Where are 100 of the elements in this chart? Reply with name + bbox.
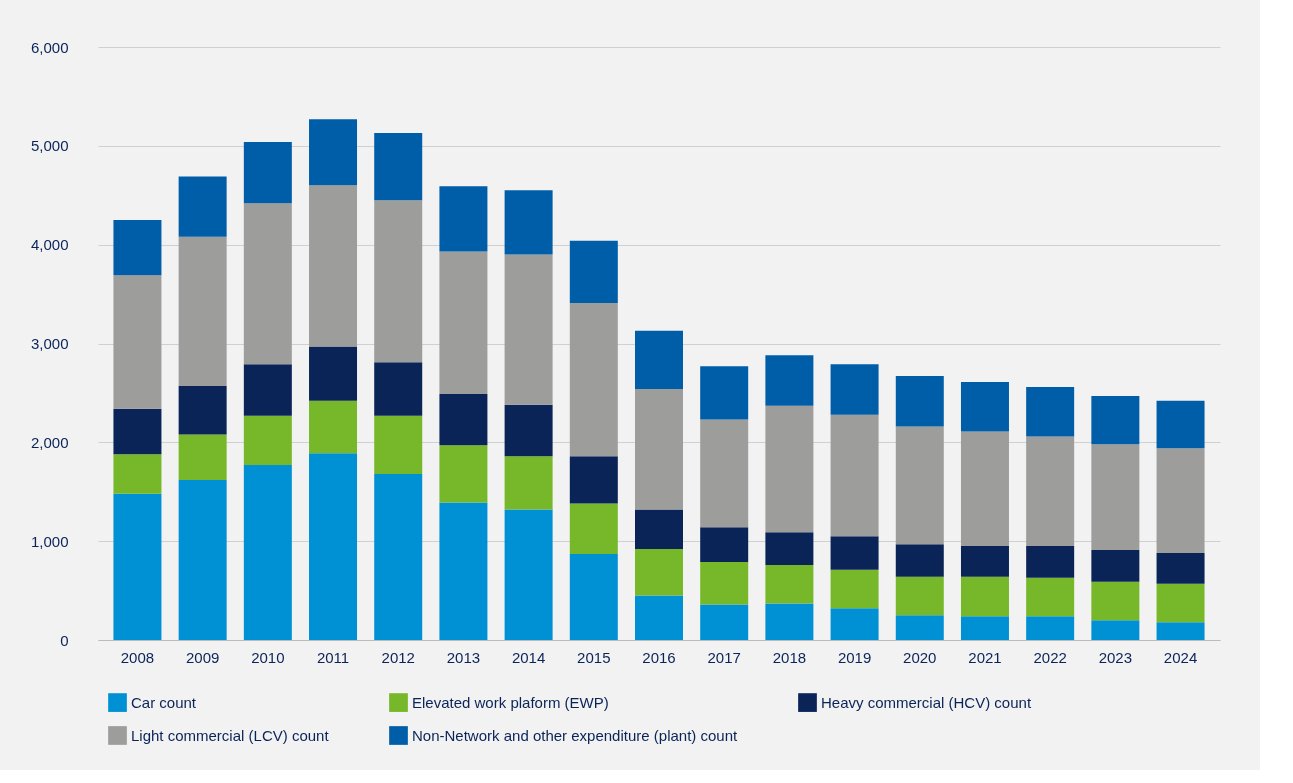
bar — [439, 251, 488, 394]
bar — [1026, 386, 1075, 437]
bar — [569, 456, 618, 504]
x-tick-label: 2012 — [381, 648, 415, 666]
bar — [830, 608, 879, 640]
bar — [1156, 583, 1205, 623]
bar — [439, 445, 488, 503]
bar — [830, 569, 879, 609]
bar — [113, 219, 162, 276]
bar — [765, 405, 814, 533]
x-tick-label: 2014 — [511, 648, 546, 666]
bar — [765, 532, 814, 565]
bar — [765, 603, 814, 640]
bar — [635, 330, 683, 389]
bar — [700, 561, 749, 605]
bar — [243, 364, 292, 416]
bar — [1091, 395, 1140, 445]
legend-label: Elevated work plaform (EWP) — [412, 693, 609, 711]
bar — [635, 595, 683, 640]
bar — [309, 119, 358, 186]
bar — [960, 616, 1009, 640]
bar — [113, 493, 162, 640]
bar — [1026, 546, 1075, 578]
bar — [309, 185, 358, 347]
legend-label: Heavy commercial (HCV) count — [821, 693, 1032, 711]
bar — [178, 479, 227, 640]
bar — [569, 302, 618, 457]
bar — [113, 408, 162, 455]
y-tick-label: 5,000 — [30, 137, 69, 155]
bar — [439, 393, 488, 446]
bar — [243, 465, 292, 640]
bar — [439, 502, 488, 640]
bar — [504, 190, 553, 255]
bar — [635, 388, 683, 510]
bar — [243, 415, 292, 466]
y-tick-label: 4,000 — [30, 236, 69, 254]
bar — [374, 473, 423, 640]
bar — [960, 546, 1009, 577]
legend-label: Car count — [131, 693, 197, 711]
x-tick-label: 2020 — [903, 648, 937, 666]
bar — [895, 544, 944, 577]
bar — [635, 549, 683, 596]
bar — [700, 527, 749, 562]
bar — [1156, 448, 1205, 554]
bar — [1091, 581, 1140, 621]
y-tick-label: 1,000 — [30, 532, 69, 550]
bar — [1091, 444, 1140, 551]
bar — [504, 456, 553, 510]
legend-label: Non-Network and other expenditure (plant) count — [412, 726, 739, 744]
bar — [765, 355, 814, 406]
bar — [895, 576, 944, 616]
bar — [1091, 550, 1140, 582]
x-tick-label: 2019 — [837, 648, 872, 666]
x-tick-label: 2018 — [772, 648, 807, 666]
bar — [569, 240, 618, 303]
bar — [1026, 436, 1075, 547]
bar — [700, 419, 749, 528]
bar — [830, 536, 879, 570]
x-tick-label: 2024 — [1163, 648, 1198, 666]
bar — [960, 576, 1009, 617]
bar — [309, 400, 358, 454]
bar — [178, 176, 227, 237]
bar — [309, 453, 358, 640]
x-tick-label: 2016 — [642, 648, 676, 666]
bar — [504, 404, 553, 457]
y-tick-label: 0 — [60, 631, 69, 649]
bar — [569, 503, 618, 555]
bar — [504, 254, 553, 405]
bar — [374, 132, 423, 201]
y-tick-label: 2,000 — [30, 433, 69, 451]
bar — [309, 346, 358, 401]
bar — [178, 236, 227, 386]
bar — [1026, 616, 1075, 640]
bar — [1156, 400, 1205, 449]
x-tick-label: 2017 — [707, 648, 741, 666]
x-tick-label: 2022 — [1033, 648, 1067, 666]
bar — [113, 275, 162, 409]
bar — [374, 415, 423, 474]
bar — [1156, 622, 1205, 640]
x-tick-label: 2009 — [185, 648, 220, 666]
bar — [1026, 577, 1075, 617]
bar — [830, 364, 879, 415]
x-tick-label: 2023 — [1098, 648, 1133, 666]
bar — [960, 431, 1009, 547]
bar — [504, 509, 553, 640]
bar — [1091, 620, 1140, 640]
bar — [1156, 553, 1205, 584]
bar — [895, 426, 944, 545]
x-tick-label: 2021 — [968, 648, 1002, 666]
legend-label: Light commercial (LCV) count — [131, 726, 330, 744]
bar — [895, 376, 944, 427]
bar — [700, 604, 749, 640]
bar — [178, 434, 227, 480]
x-tick-label: 2011 — [316, 648, 350, 666]
bar — [895, 615, 944, 640]
x-tick-label: 2010 — [251, 648, 285, 666]
bar — [960, 382, 1009, 432]
bar — [243, 203, 292, 365]
y-tick-label: 6,000 — [30, 38, 69, 56]
bar — [374, 200, 423, 363]
